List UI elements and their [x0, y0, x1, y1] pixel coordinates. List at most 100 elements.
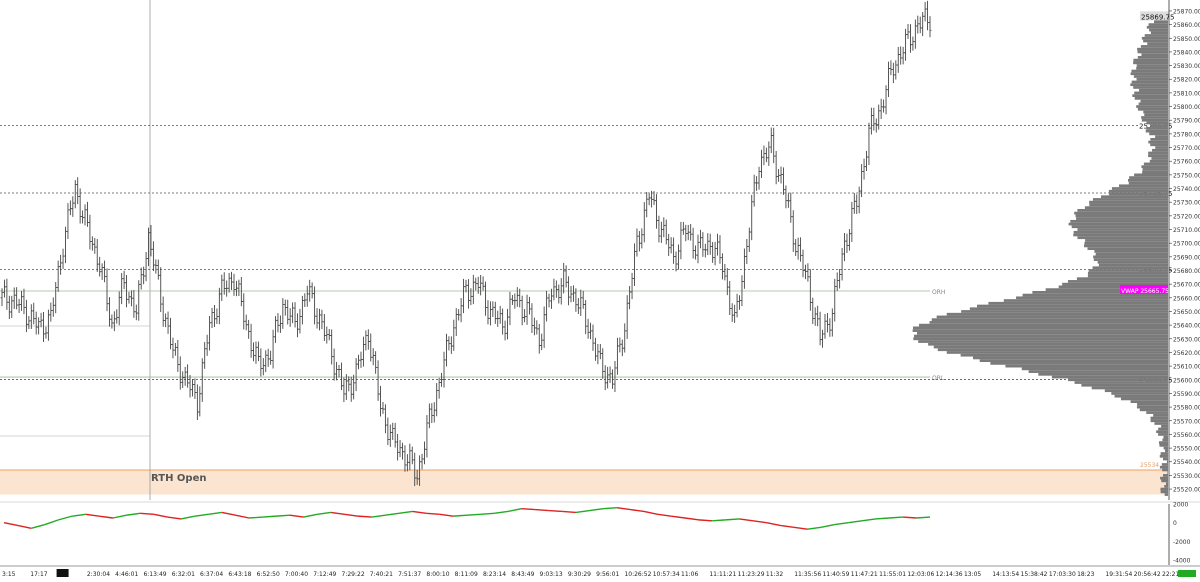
time-tick-label: 11:32	[766, 571, 783, 578]
profile-bar	[1145, 129, 1168, 133]
ohlc-bar	[843, 233, 847, 262]
price-tick-label: 25560.00	[1173, 432, 1200, 439]
ohlc-bar	[276, 313, 280, 333]
ohlc-bar	[835, 272, 839, 291]
profile-bar	[931, 318, 1168, 322]
ohlc-bar	[906, 23, 910, 39]
ohlc-bar	[66, 203, 70, 239]
ohlc-bar	[54, 282, 58, 314]
ohlc-bar	[444, 333, 448, 367]
ohlc-bar	[803, 264, 807, 280]
ohlc-bar	[313, 286, 317, 325]
ohlc-bar	[349, 376, 353, 402]
price-tick-label: 25550.00	[1173, 446, 1200, 453]
time-tick-label: 11:23:29	[738, 571, 765, 578]
delta-segment	[875, 517, 890, 520]
profile-bar	[1087, 271, 1168, 275]
ohlc-bar	[554, 280, 558, 298]
ohlc-bar	[774, 150, 778, 185]
delta-segment	[643, 510, 658, 515]
delta-segment	[385, 512, 400, 516]
ohlc-bar	[918, 16, 922, 34]
ohlc-bar	[42, 312, 46, 343]
profile-bar	[937, 348, 1168, 352]
ohlc-bar	[904, 28, 908, 61]
ohlc-bar	[647, 193, 651, 206]
ohlc-bar	[657, 215, 661, 243]
profile-bar	[1089, 203, 1168, 207]
time-tick-label: 8:00:10	[426, 571, 449, 578]
ohlc-bar	[34, 311, 38, 335]
ohlc-bar	[586, 318, 590, 339]
price-tick-label: 25660.00	[1173, 295, 1200, 302]
profile-bar	[1141, 53, 1168, 57]
ohlc-bar	[601, 348, 605, 379]
profile-bar	[946, 312, 1168, 316]
profile-bar	[1136, 105, 1168, 108]
delta-segment	[180, 515, 195, 520]
profile-bar	[1091, 386, 1168, 390]
ohlc-bar	[532, 317, 536, 336]
profile-bar	[1084, 206, 1168, 210]
ohlc-bar	[88, 214, 92, 250]
price-tick-label: 25540.00	[1173, 459, 1200, 466]
ohlc-bar	[484, 281, 488, 316]
ohlc-bar	[840, 248, 844, 281]
delta-segment	[807, 526, 822, 530]
ohlc-bar	[821, 329, 825, 348]
time-tick-label: 15:38:42	[1021, 571, 1048, 578]
ohlc-bar	[7, 295, 11, 320]
delta-segment	[562, 510, 576, 514]
ohlc-bar	[242, 293, 246, 330]
delta-segment	[889, 516, 903, 519]
profile-bar	[1149, 132, 1168, 136]
delta-segment	[358, 515, 372, 518]
time-marker	[56, 569, 69, 577]
ohlc-bar	[691, 227, 695, 259]
price-tick-label: 25780.00	[1173, 131, 1200, 138]
profile-bar	[1032, 290, 1168, 294]
time-tick-label: 7:40:21	[370, 571, 393, 578]
price-tick-label: 25820.00	[1173, 77, 1200, 84]
time-tick-label: 18:23	[1077, 571, 1094, 578]
ohlc-bar	[51, 297, 55, 317]
price-tick-label: 25840.00	[1173, 49, 1200, 56]
profile-bar	[1028, 370, 1168, 373]
delta-segment	[153, 513, 168, 518]
ohlc-bar	[830, 308, 834, 337]
ohlc-bar	[762, 145, 766, 166]
ohlc-bar	[357, 354, 361, 370]
price-tick-label: 25750.00	[1173, 172, 1200, 179]
delta-segment	[453, 514, 468, 517]
delta-segment	[194, 513, 209, 517]
profile-bar	[1133, 61, 1168, 65]
profile-bar	[1148, 140, 1168, 144]
ohlc-bar	[383, 404, 387, 434]
time-tick-label: 17:03:30	[1049, 571, 1076, 578]
time-tick-label: 6:43:18	[228, 571, 251, 578]
delta-segment	[916, 516, 931, 519]
profile-bar	[1148, 154, 1168, 158]
ohlc-bar	[606, 366, 610, 389]
ohlc-bar	[164, 313, 168, 328]
delta-segment	[221, 511, 236, 516]
profile-bar	[1005, 364, 1168, 368]
ohlc-bar	[857, 186, 861, 214]
ohlc-bar	[5, 278, 9, 310]
ohlc-bar	[244, 314, 248, 331]
delta-segment	[752, 520, 767, 524]
profile-bar	[1129, 176, 1168, 179]
ohlc-bar	[112, 311, 116, 332]
delta-segment	[330, 511, 345, 515]
profile-bar	[1141, 36, 1168, 40]
ohlc-bar	[208, 315, 212, 351]
ohlc-bar	[847, 229, 851, 251]
time-tick-label: 22:21:30	[1162, 571, 1189, 578]
profile-bar	[1149, 159, 1168, 163]
ohlc-bar	[510, 294, 514, 305]
profile-bar	[1142, 168, 1168, 171]
profile-bar	[1161, 424, 1168, 428]
ohlc-bar	[711, 241, 715, 263]
time-tick-label: 20:56:42	[1134, 571, 1161, 578]
profile-bar	[1075, 214, 1168, 218]
